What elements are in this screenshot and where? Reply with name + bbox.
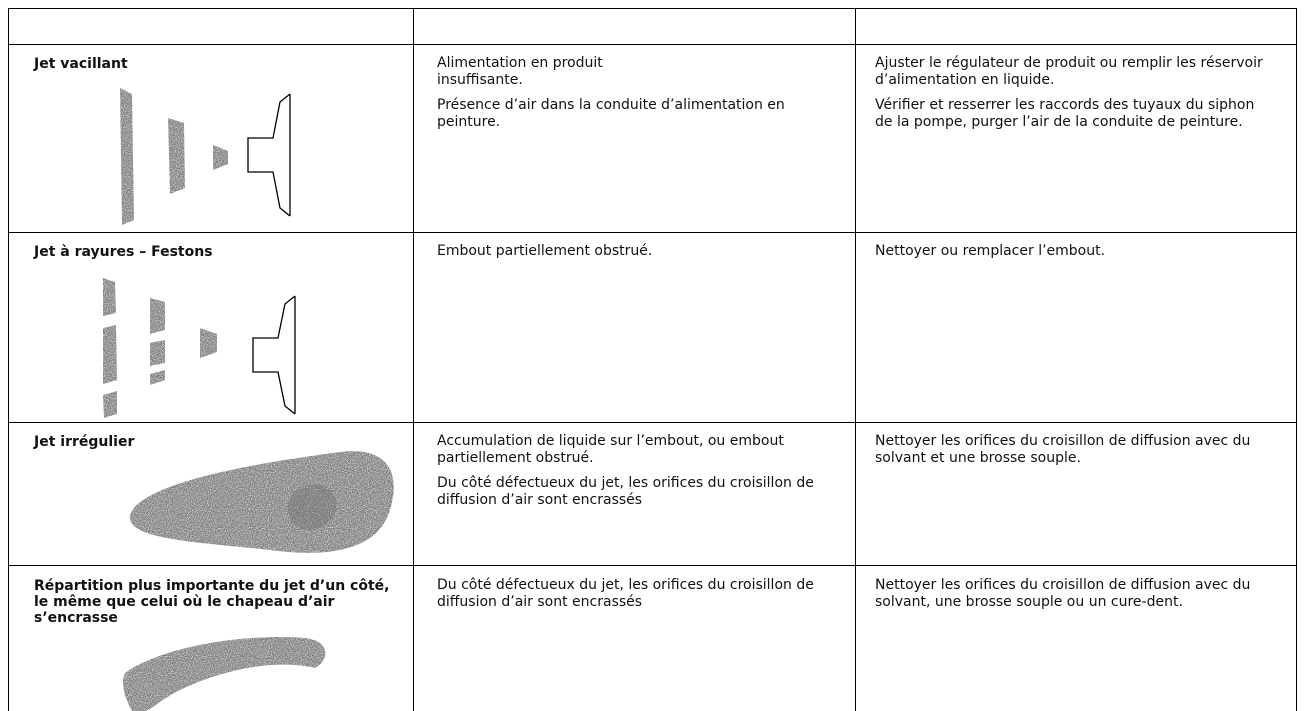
spray-illustration	[103, 278, 296, 418]
causes: Accumulation de liquide sur l’embout, ou…	[437, 433, 817, 517]
row-line	[8, 565, 1297, 566]
solution: Ajuster le régulateur de produit ou remp…	[875, 55, 1263, 88]
solutions: Nettoyer les orifices du croisillon de d…	[875, 577, 1255, 619]
cause: Alimentation en produit insuffisante.	[437, 55, 603, 88]
causes: Alimentation en produit insuffisante. Pré…	[437, 55, 785, 139]
causes: Du côté défectueux du jet, les orifices …	[437, 577, 817, 619]
problem: Jet à rayures – Festons	[34, 244, 213, 260]
col-1	[8, 8, 413, 711]
spray-illustration	[120, 88, 291, 225]
solution: Nettoyer les orifices du croisillon de d…	[875, 433, 1251, 466]
col-3	[855, 8, 1297, 711]
solutions: Nettoyer ou remplacer l’embout.	[875, 243, 1275, 268]
row-line	[8, 44, 1297, 45]
solution: Vérifier et resserrer les raccords des t…	[875, 97, 1255, 130]
solution: Nettoyer les orifices du croisillon de d…	[875, 577, 1251, 610]
spray-illustration	[122, 637, 326, 711]
problem: Jet vacillant	[34, 56, 128, 72]
row-line	[8, 232, 1297, 233]
causes: Embout partiellement obstrué.	[437, 243, 837, 268]
cause: Accumulation de liquide sur l’embout, ou…	[437, 433, 784, 466]
solutions: Ajuster le régulateur de produit ou remp…	[875, 55, 1275, 139]
spray-illustration	[129, 451, 394, 553]
cause: Du côté défectueux du jet, les orifices …	[437, 475, 814, 508]
solutions: Nettoyer les orifices du croisillon de d…	[875, 433, 1255, 475]
problem: Jet irrégulier	[34, 434, 135, 450]
row-line	[8, 422, 1297, 423]
cause: Présence d’air dans la conduite d’alimen…	[437, 97, 785, 130]
solution: Nettoyer ou remplacer l’embout.	[875, 243, 1106, 259]
problem: Répartition plus importante du jet d’un …	[34, 578, 390, 626]
cause: Du côté défectueux du jet, les orifices …	[437, 577, 814, 610]
cause: Embout partiellement obstrué.	[437, 243, 653, 259]
col-2	[413, 8, 855, 711]
